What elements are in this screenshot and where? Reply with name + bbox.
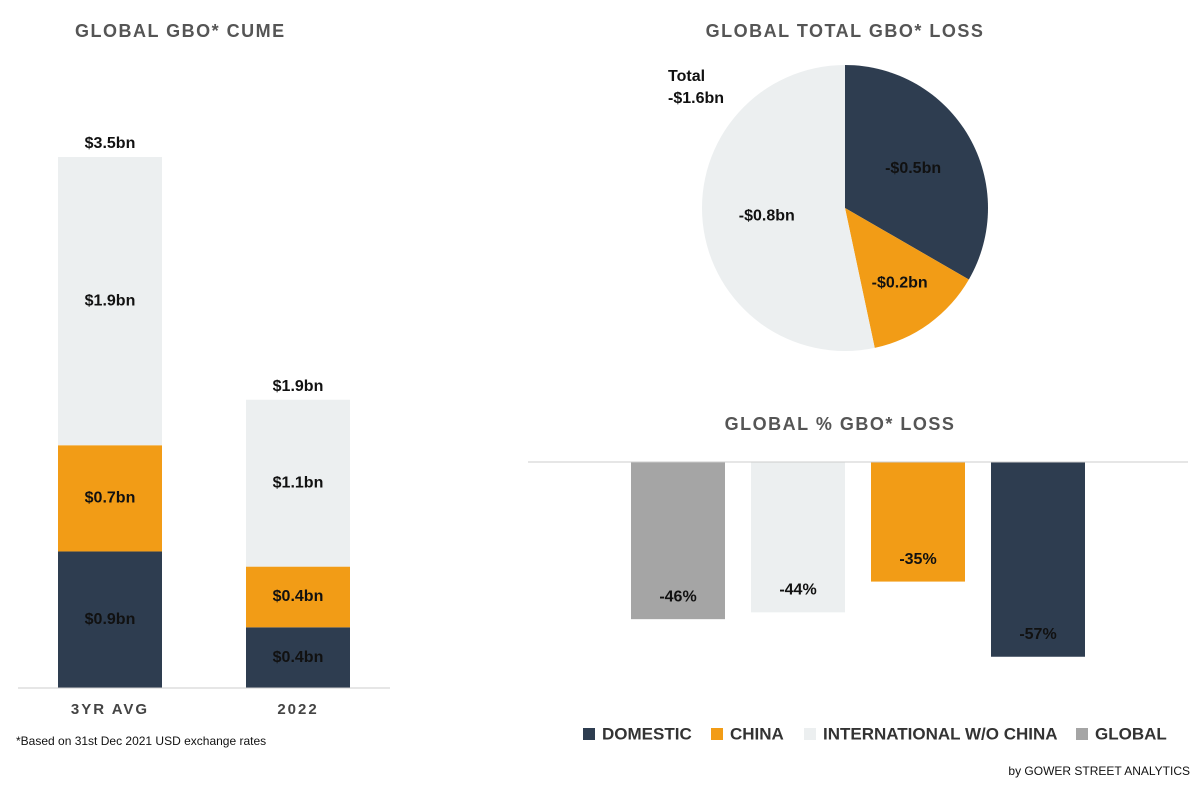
legend-swatch bbox=[583, 728, 595, 740]
chart-title: GLOBAL TOTAL GBO* LOSS bbox=[706, 21, 985, 41]
bar-segment bbox=[246, 566, 350, 628]
total-label: $1.9bn bbox=[273, 378, 324, 395]
footnote: *Based on 31st Dec 2021 USD exchange rat… bbox=[16, 734, 266, 748]
bar bbox=[991, 462, 1085, 657]
data-label: $0.4bn bbox=[273, 649, 324, 666]
legend-swatch bbox=[804, 728, 816, 740]
pie-slice bbox=[845, 208, 969, 348]
pie-slice bbox=[702, 65, 875, 351]
pie-slice bbox=[845, 65, 988, 280]
data-label: -35% bbox=[899, 551, 936, 568]
legend-label: CHINA bbox=[730, 724, 784, 743]
bar-segment bbox=[58, 157, 162, 446]
chart-title: GLOBAL % GBO* LOSS bbox=[725, 414, 956, 434]
data-label: -$0.5bn bbox=[885, 160, 941, 177]
legend-swatch bbox=[711, 728, 723, 740]
data-label: -46% bbox=[659, 588, 696, 605]
data-label: $1.9bn bbox=[85, 292, 136, 309]
data-label: -$0.8bn bbox=[739, 207, 795, 224]
legend-label: DOMESTIC bbox=[602, 724, 692, 743]
data-label: -44% bbox=[779, 582, 816, 599]
bar-segment bbox=[58, 445, 162, 552]
x-tick-label: 3YR AVG bbox=[71, 701, 149, 718]
data-label: -57% bbox=[1019, 626, 1056, 643]
data-label: $0.4bn bbox=[273, 588, 324, 605]
data-label: -$0.2bn bbox=[872, 274, 928, 291]
data-label: $1.1bn bbox=[273, 474, 324, 491]
legend-label: INTERNATIONAL W/O CHINA bbox=[823, 724, 1058, 743]
data-label: $0.9bn bbox=[85, 611, 136, 628]
bar-segment bbox=[246, 627, 350, 688]
total-label: $3.5bn bbox=[85, 135, 136, 152]
total-label: -$1.6bn bbox=[668, 90, 724, 107]
legend-swatch bbox=[1076, 728, 1088, 740]
bar-segment bbox=[246, 399, 350, 567]
bar bbox=[631, 462, 725, 620]
total-title: Total bbox=[668, 68, 705, 85]
data-label: $0.7bn bbox=[85, 490, 136, 507]
chart-title: GLOBAL GBO* CUME bbox=[75, 21, 286, 41]
source: by GOWER STREET ANALYTICS bbox=[1008, 764, 1190, 778]
x-tick-label: 2022 bbox=[277, 701, 318, 718]
bar bbox=[871, 462, 965, 582]
bar bbox=[751, 462, 845, 613]
bar-segment bbox=[58, 551, 162, 688]
legend-label: GLOBAL bbox=[1095, 724, 1167, 743]
